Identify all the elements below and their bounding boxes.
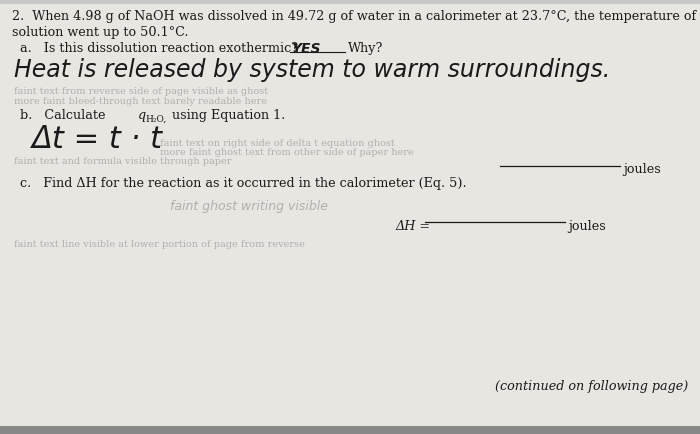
Text: solution went up to 50.1°C.: solution went up to 50.1°C. <box>12 26 188 39</box>
Text: joules: joules <box>568 220 606 233</box>
Text: b.   Calculate: b. Calculate <box>20 109 109 122</box>
Text: more faint ghost text from other side of paper here: more faint ghost text from other side of… <box>160 148 414 157</box>
Text: faint text and formula visible through paper: faint text and formula visible through p… <box>14 157 232 166</box>
Text: H₂O,: H₂O, <box>145 115 167 124</box>
Text: q: q <box>138 109 146 122</box>
Text: Heat is released by system to warm surroundings.: Heat is released by system to warm surro… <box>14 58 610 82</box>
Text: c.   Find ΔH for the reaction as it occurred in the calorimeter (Eq. 5).: c. Find ΔH for the reaction as it occurr… <box>20 177 467 190</box>
Text: ΔH =: ΔH = <box>395 220 430 233</box>
Text: joules: joules <box>623 163 661 176</box>
Text: Δt = t · t: Δt = t · t <box>32 125 163 154</box>
Text: (continued on following page): (continued on following page) <box>495 379 688 392</box>
Text: faint text from reverse side of page visible as ghost: faint text from reverse side of page vis… <box>14 87 268 96</box>
Text: faint text line visible at lower portion of page from reverse: faint text line visible at lower portion… <box>14 240 305 248</box>
Text: a.   Is this dissolution reaction exothermic?: a. Is this dissolution reaction exotherm… <box>20 42 298 55</box>
Text: YES: YES <box>291 42 321 56</box>
Text: faint text on right side of delta t equation ghost: faint text on right side of delta t equa… <box>160 139 395 148</box>
Bar <box>0 426 700 434</box>
Text: more faint bleed-through text barely readable here: more faint bleed-through text barely rea… <box>14 97 267 106</box>
Text: using Equation 1.: using Equation 1. <box>168 109 286 122</box>
Text: 2.  When 4.98 g of NaOH was dissolved in 49.72 g of water in a calorimeter at 23: 2. When 4.98 g of NaOH was dissolved in … <box>12 10 700 23</box>
Text: faint ghost writing visible: faint ghost writing visible <box>170 200 328 213</box>
Text: Why?: Why? <box>348 42 384 55</box>
